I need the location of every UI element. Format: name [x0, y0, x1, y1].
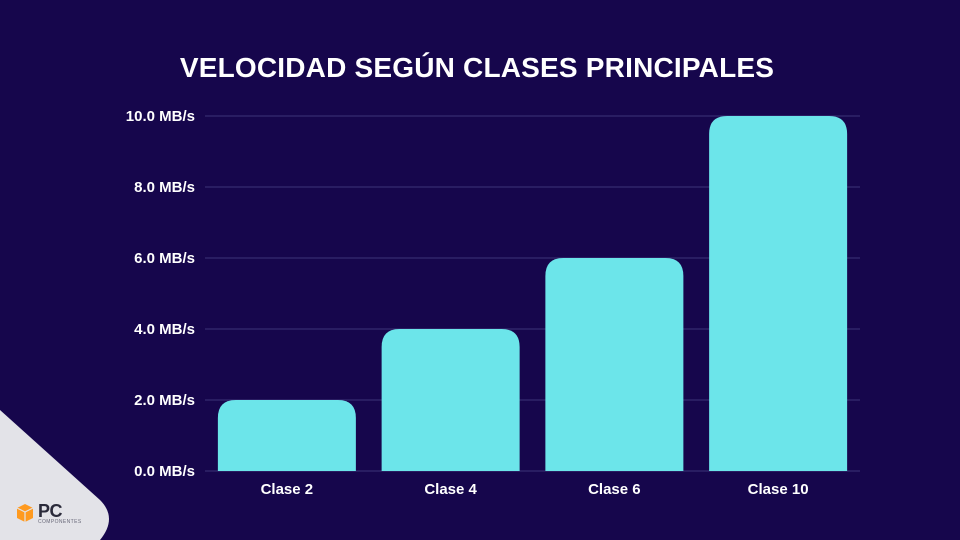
logo-text: PC [38, 500, 63, 521]
x-tick-label: Clase 2 [261, 481, 314, 498]
y-tick-label: 0.0 MB/s [134, 463, 195, 480]
y-tick-label: 6.0 MB/s [134, 250, 195, 267]
x-tick-label: Clase 10 [748, 481, 809, 498]
y-tick-label: 10.0 MB/s [126, 108, 195, 125]
y-tick-label: 8.0 MB/s [134, 179, 195, 196]
bar-clase-10 [709, 116, 848, 471]
bar-clase-2 [217, 400, 356, 471]
y-axis: 0.0 MB/s 2.0 MB/s 4.0 MB/s 6.0 MB/s 8.0 MB/s… [126, 108, 195, 480]
x-tick-label: Clase 6 [588, 481, 641, 498]
bar-clase-6 [545, 258, 684, 471]
box-logo-icon [16, 504, 34, 522]
bars [217, 116, 848, 471]
y-tick-label: 2.0 MB/s [134, 392, 195, 409]
chart-title: VELOCIDAD SEGÚN CLASES PRINCIPALES [179, 52, 775, 83]
x-tick-label: Clase 4 [424, 481, 477, 498]
logo-subtext: COMPONENTES [38, 518, 82, 525]
x-axis: Clase 2 Clase 4 Clase 6 Clase 10 [261, 481, 809, 498]
y-tick-label: 4.0 MB/s [134, 321, 195, 338]
bar-clase-4 [381, 329, 520, 471]
pc-componentes-logo: PC COMPONENTES [16, 500, 82, 526]
